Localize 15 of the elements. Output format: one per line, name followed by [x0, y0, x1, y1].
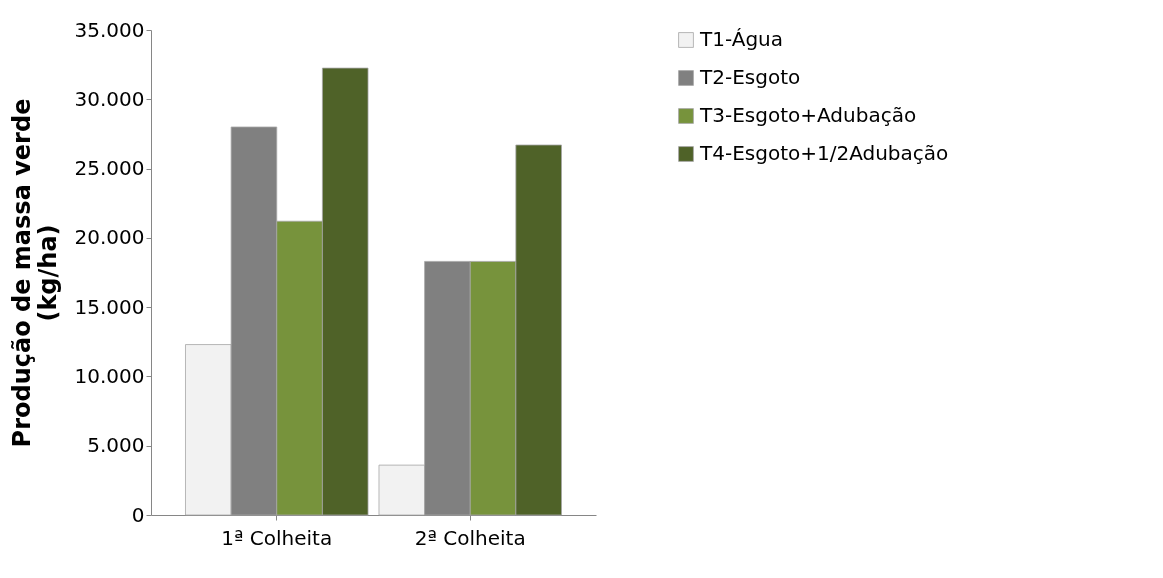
x-tick-label: 2ª Colheita: [414, 525, 526, 550]
y-tick-label: 5.000: [87, 433, 145, 458]
x-tick-label: 1ª Colheita: [221, 525, 333, 550]
y-tick-label: 30.000: [74, 86, 145, 111]
y-tick-label: 0: [131, 502, 145, 527]
y-tick-label: 35.000: [74, 17, 145, 42]
legend-label: T4-Esgoto+1/2Adubação: [699, 141, 949, 165]
y-tick-label: 25.000: [74, 156, 145, 181]
y-tick-label: 20.000: [74, 225, 145, 250]
legend-label: T2-Esgoto: [699, 65, 801, 89]
y-tick-label: 10.000: [74, 363, 145, 388]
legend-label: T1-Água: [699, 27, 784, 51]
y-axis-title: Produção de massa verde (kg/ha): [7, 98, 62, 448]
legend-label: T3-Esgoto+Adubação: [699, 103, 917, 127]
y-tick-label: 15.000: [74, 294, 145, 319]
